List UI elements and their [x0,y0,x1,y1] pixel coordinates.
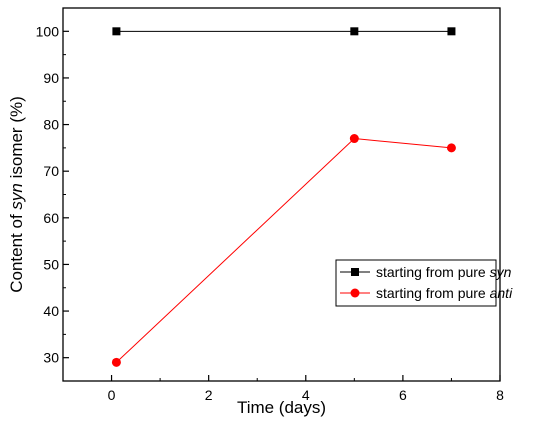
legend-label-syn: starting from pure syn [376,264,512,280]
legend-entry-syn: starting from pure syn [340,264,512,280]
series-layer [111,27,456,367]
legend-entry-anti: starting from pure anti [340,285,513,301]
y-axis-title-italic: syn [7,183,26,209]
x-tick-label: 2 [205,387,213,403]
y-axis-title-prefix: Content of [7,210,26,293]
data-point-square [112,27,121,36]
data-point-circle [111,357,121,367]
legend-label-anti: starting from pure anti [376,285,513,301]
plot-frame [62,7,501,382]
y-axis-title-suffix: isomer (%) [7,96,26,183]
x-tick-label: 0 [108,387,116,403]
legend: starting from pure syn starting from pur… [335,259,513,307]
y-tick-label: 80 [43,117,59,133]
y-axis: 30 40 50 60 70 80 90 100 [36,23,69,366]
legend-marker-syn [351,268,359,276]
y-tick-label: 100 [36,23,60,39]
y-tick-label: 40 [43,303,59,319]
data-point-square [447,27,456,36]
data-point-square [350,27,359,36]
x-tick-label: 6 [399,387,407,403]
x-axis: 0 2 4 6 8 [62,375,504,403]
x-tick-label: 8 [496,387,504,403]
y-tick-label: 50 [43,256,59,272]
y-tick-label: 30 [43,350,59,366]
legend-box [335,259,497,307]
series-line-1 [116,138,452,363]
data-point-circle [349,134,359,144]
legend-marker-anti [350,288,360,298]
x-tick-label: 4 [302,387,310,403]
data-point-circle [446,143,456,153]
y-axis-title: Content of syn isomer (%) [7,96,26,293]
plot-border [62,7,501,382]
y-tick-label: 90 [43,70,59,86]
y-tick-label: 60 [43,210,59,226]
x-axis-title: Time (days) [237,398,326,417]
y-tick-label: 70 [43,163,59,179]
